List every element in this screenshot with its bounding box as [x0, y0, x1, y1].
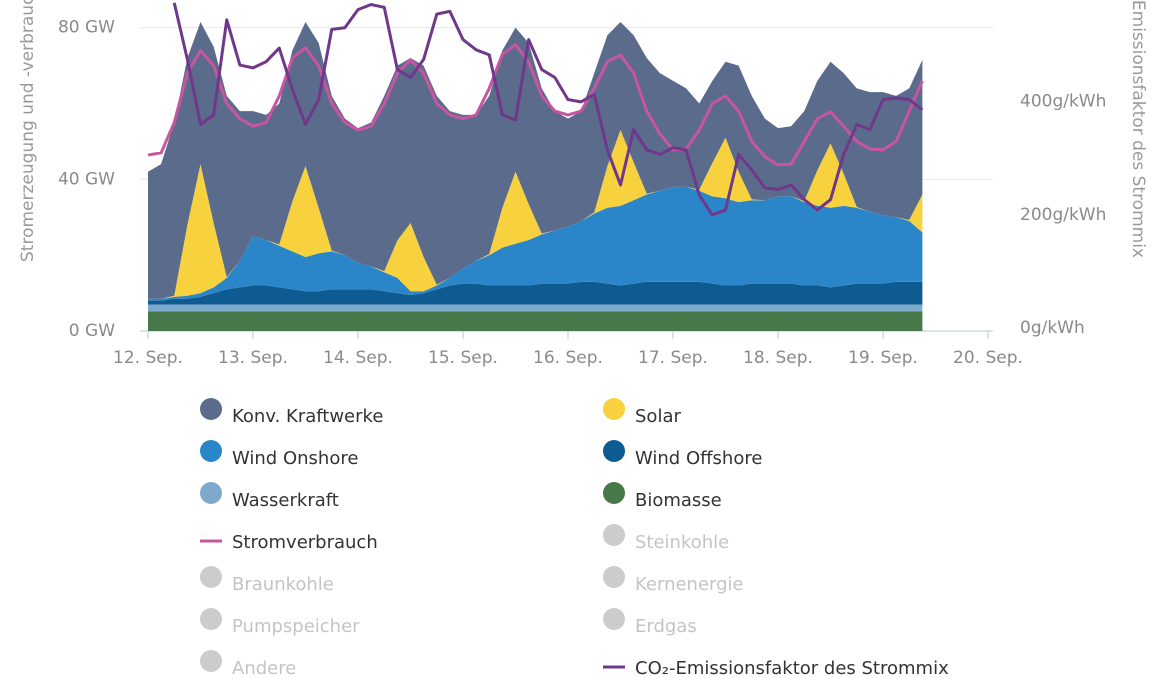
- line: [148, 43, 924, 167]
- x-tick-label: 12. Sep.: [113, 348, 183, 368]
- area: [148, 281, 923, 305]
- legend-item[interactable]: Kernenergie: [603, 566, 744, 595]
- legend-label: CO₂-Emissionsfaktor des Strommix: [635, 658, 949, 678]
- area: [148, 186, 923, 301]
- legend-label: Stromverbrauch: [232, 532, 378, 553]
- legend-item[interactable]: Stromverbrauch: [200, 532, 378, 553]
- legend-item[interactable]: Andere: [200, 650, 296, 678]
- x-tick-label: 19. Sep.: [848, 348, 918, 368]
- legend-marker: [603, 566, 625, 588]
- area: [148, 311, 923, 331]
- x-tick-label: 15. Sep.: [428, 348, 498, 368]
- legend-item[interactable]: Solar: [603, 398, 681, 427]
- legend-marker: [603, 608, 625, 630]
- legend-item[interactable]: Wasserkraft: [200, 482, 339, 511]
- legend-item[interactable]: Steinkohle: [603, 524, 729, 553]
- legend-marker: [603, 482, 625, 504]
- legend-label: Konv. Kraftwerke: [232, 406, 383, 427]
- y2-tick-label: 0g/kWh: [1020, 318, 1085, 338]
- legend-item[interactable]: Erdgas: [603, 608, 697, 637]
- legend-label: Erdgas: [635, 616, 697, 637]
- legend-label: Steinkohle: [635, 532, 729, 553]
- legend-label: Wind Onshore: [232, 448, 358, 469]
- legend-item[interactable]: Braunkohle: [200, 566, 334, 595]
- legend-label: Pumpspeicher: [232, 616, 360, 637]
- legend-label: Kernenergie: [635, 574, 744, 595]
- legend-marker: [200, 650, 222, 672]
- x-tick-label: 20. Sep.: [953, 348, 1023, 368]
- legend: Konv. Kraftwerke Solar Wind Onshore Wind Of…: [200, 398, 949, 678]
- y2-axis-title: CO₂-Emissionsfaktor des Strommix: [1128, 0, 1148, 258]
- legend-marker: [200, 440, 222, 462]
- axes: 0 GW 40 GW 80 GW 0g/kWh 200g/kWh 400g/kWh 12. …: [58, 18, 1106, 368]
- x-tick-label: 16. Sep.: [533, 348, 603, 368]
- legend-marker: [200, 566, 222, 588]
- legend-label: Biomasse: [635, 490, 722, 511]
- line: [172, 2, 924, 217]
- x-tick-label: 18. Sep.: [743, 348, 813, 368]
- legend-label: Wasserkraft: [232, 490, 339, 511]
- x-tick-label: 17. Sep.: [638, 348, 708, 368]
- legend-marker: [200, 482, 222, 504]
- legend-marker: [200, 608, 222, 630]
- legend-label: Solar: [635, 406, 681, 427]
- legend-marker: [603, 398, 625, 420]
- legend-item[interactable]: Konv. Kraftwerke: [200, 398, 383, 427]
- y2-tick-label: 400g/kWh: [1020, 92, 1106, 112]
- legend-item[interactable]: Wind Offshore: [603, 440, 762, 469]
- legend-marker: [603, 524, 625, 546]
- legend-marker: [200, 398, 222, 420]
- legend-item[interactable]: Biomasse: [603, 482, 722, 511]
- x-tick-label: 13. Sep.: [218, 348, 288, 368]
- y-tick-label: 40 GW: [58, 169, 115, 189]
- legend-label: Braunkohle: [232, 574, 334, 595]
- x-tick-label: 14. Sep.: [323, 348, 393, 368]
- y-axis-title: Stromerzeugung und -verbrauch: [18, 0, 38, 262]
- legend-label: Andere: [232, 658, 296, 678]
- area: [148, 304, 923, 312]
- plot-area: [148, 2, 924, 331]
- area: [148, 130, 923, 299]
- legend-item[interactable]: Wind Onshore: [200, 440, 358, 469]
- legend-item[interactable]: CO₂-Emissionsfaktor des Strommix: [603, 658, 949, 678]
- legend-marker: [603, 440, 625, 462]
- area: [148, 21, 923, 299]
- legend-item[interactable]: Pumpspeicher: [200, 608, 360, 637]
- y2-tick-label: 200g/kWh: [1020, 205, 1106, 225]
- y-tick-label: 80 GW: [58, 18, 115, 38]
- y-tick-label: 0 GW: [69, 321, 115, 341]
- legend-label: Wind Offshore: [635, 448, 762, 469]
